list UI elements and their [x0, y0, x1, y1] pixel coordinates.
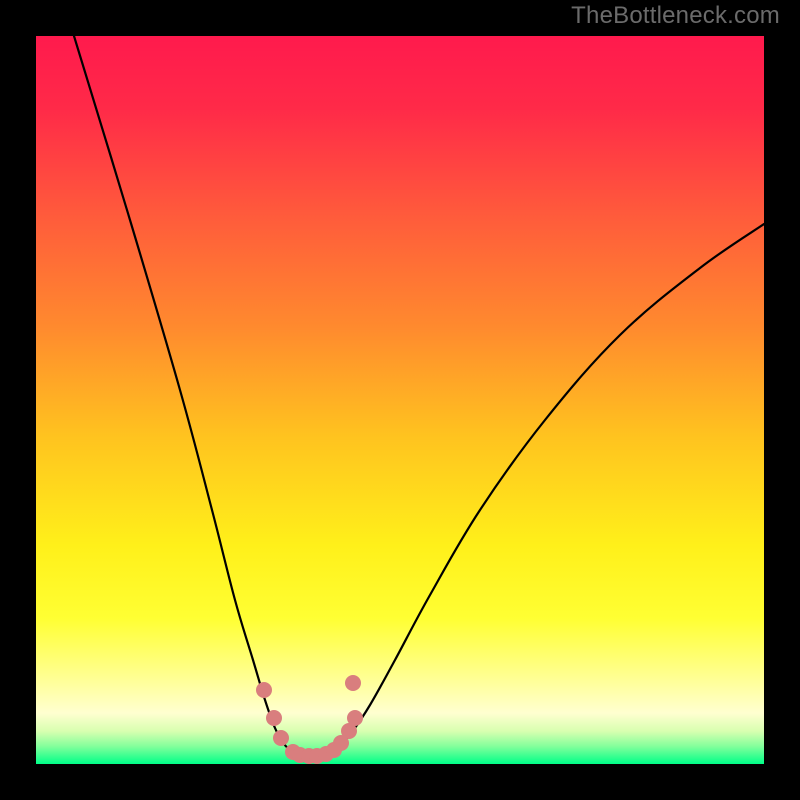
data-marker	[347, 710, 363, 726]
bottleneck-curve-chart	[0, 0, 800, 800]
data-marker	[273, 730, 289, 746]
chart-stage: TheBottleneck.com	[0, 0, 800, 800]
data-marker	[256, 682, 272, 698]
plot-gradient-background	[36, 36, 764, 764]
data-marker	[345, 675, 361, 691]
data-marker	[266, 710, 282, 726]
